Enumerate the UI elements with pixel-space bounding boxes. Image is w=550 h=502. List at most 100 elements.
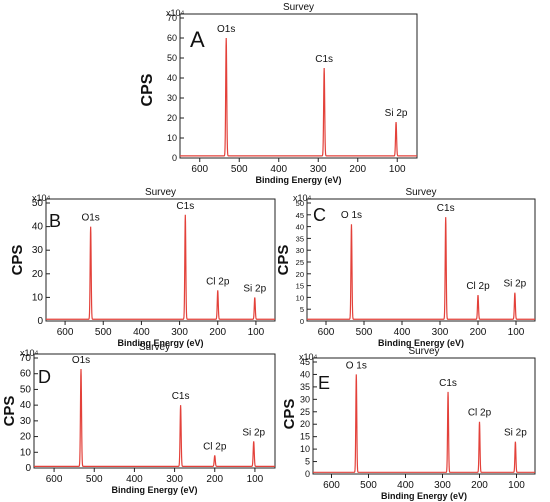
y-tick-label: 30 [20, 416, 32, 427]
x-tick-label: 300 [166, 474, 183, 485]
x-tick-label: 500 [356, 327, 373, 338]
y-tick-label: 60 [167, 33, 177, 43]
peak-label: C1s [176, 201, 194, 212]
chart-title: Survey [139, 342, 170, 353]
y-tick-label: 40 [300, 369, 310, 379]
y-tick-label: 40 [167, 73, 177, 83]
peak-label: Cl 2p [466, 281, 490, 292]
x-axis-label: Binding Energy (eV) [111, 485, 197, 495]
x-tick-label: 600 [191, 164, 208, 175]
y-axis-label: CPS [1, 396, 18, 427]
x-tick-label: 400 [126, 474, 143, 485]
x-tick-label: 600 [57, 327, 74, 338]
x-tick-label: 600 [318, 327, 335, 338]
y-axis-label: CPS [275, 245, 292, 276]
x-tick-label: 400 [397, 480, 414, 491]
x-tick-label: 400 [394, 327, 411, 338]
y-tick-label: 35 [296, 234, 304, 243]
y-multiplier: x10⁴ [32, 193, 51, 203]
chart-title: Survey [283, 2, 314, 13]
y-tick-label: 25 [300, 407, 310, 417]
y-tick-label: 0 [305, 469, 310, 479]
y-tick-label: 50 [20, 384, 32, 395]
spectrum-line [180, 37, 417, 157]
y-tick-label: 25 [296, 258, 304, 267]
x-tick-label: 400 [133, 327, 150, 338]
y-tick-label: 30 [167, 93, 177, 103]
y-tick-label: 40 [296, 223, 304, 232]
x-axis-label: Binding Energy (eV) [378, 338, 464, 348]
panel-label: C [313, 205, 326, 225]
y-tick-label: 70 [20, 353, 32, 364]
y-multiplier: x10⁴ [299, 352, 318, 362]
x-tick-label: 400 [270, 164, 287, 175]
x-tick-label: 600 [46, 474, 63, 485]
y-axis-label: CPS [281, 399, 298, 430]
x-tick-label: 600 [323, 480, 340, 491]
y-tick-label: 70 [167, 13, 177, 23]
y-tick-label: 45 [300, 357, 310, 367]
y-tick-label: 5 [305, 457, 310, 467]
y-tick-label: 30 [32, 245, 44, 256]
peak-label: Cl 2p [468, 408, 492, 419]
x-tick-label: 100 [248, 327, 265, 338]
x-tick-label: 300 [310, 164, 327, 175]
x-tick-label: 300 [434, 480, 451, 491]
x-tick-label: 100 [389, 164, 406, 175]
y-multiplier: x10⁴ [20, 348, 39, 358]
y-axis-label: CPS [139, 73, 156, 106]
y-tick-label: 35 [300, 382, 310, 392]
y-multiplier: x10⁴ [166, 8, 185, 18]
x-axis-label: Binding Energy (eV) [381, 491, 467, 501]
peak-label: C1s [437, 203, 455, 214]
peak-label: O 1s [341, 210, 362, 221]
y-tick-label: 60 [20, 369, 32, 380]
panel-label: B [49, 211, 61, 231]
plot-frame [45, 198, 276, 322]
y-tick-label: 50 [32, 198, 44, 209]
y-tick-label: 10 [20, 447, 32, 458]
plot-frame [33, 353, 276, 469]
y-tick-label: 0 [25, 463, 31, 474]
y-tick-label: 10 [300, 444, 310, 454]
spectrum-line [313, 374, 535, 473]
y-tick-label: 15 [296, 282, 304, 291]
y-tick-label: 10 [32, 292, 44, 303]
y-tick-label: 30 [296, 246, 304, 255]
peak-label: Si 2p [242, 427, 265, 438]
y-axis-label: CPS [9, 245, 26, 276]
y-tick-label: 20 [32, 269, 44, 280]
x-tick-label: 100 [247, 474, 264, 485]
chart-title: Survey [405, 187, 436, 198]
y-tick-label: 15 [300, 432, 310, 442]
x-tick-label: 200 [209, 327, 226, 338]
panel-label: A [190, 27, 205, 52]
y-multiplier: x10⁴ [293, 193, 312, 203]
y-tick-label: 50 [167, 53, 177, 63]
y-tick-label: 40 [20, 400, 32, 411]
x-tick-label: 500 [360, 480, 377, 491]
chart-panel-e: Survey x10⁴ E 0 5 10 15 20 25 30 35 40 45 600 500 400 30… [281, 346, 536, 501]
y-tick-label: 30 [300, 394, 310, 404]
x-tick-label: 200 [349, 164, 366, 175]
peak-label: C1s [172, 391, 190, 402]
plot-frame [312, 357, 536, 475]
panel-label: D [38, 367, 51, 387]
x-tick-label: 200 [470, 327, 487, 338]
chart-panel-a: Survey x10⁴ A 0 10 20 30 40 50 60 70 600 500 400 300 20… [139, 2, 418, 185]
spectrum-line [46, 214, 275, 320]
x-tick-label: 300 [171, 327, 188, 338]
peak-label: Cl 2p [203, 441, 227, 452]
y-tick-label: 0 [172, 153, 177, 163]
x-tick-label: 500 [86, 474, 103, 485]
y-tick-label: 45 [296, 211, 304, 220]
plot-frame [179, 13, 418, 159]
y-tick-label: 50 [296, 199, 304, 208]
panel-label: E [318, 373, 330, 393]
peak-label: O1s [72, 355, 90, 366]
y-tick-label: 20 [296, 270, 304, 279]
chart-panel-b: Survey x10⁴ B 0 10 20 30 40 50 600 500 400 300 200 100… [9, 187, 276, 348]
x-tick-label: 500 [95, 327, 112, 338]
